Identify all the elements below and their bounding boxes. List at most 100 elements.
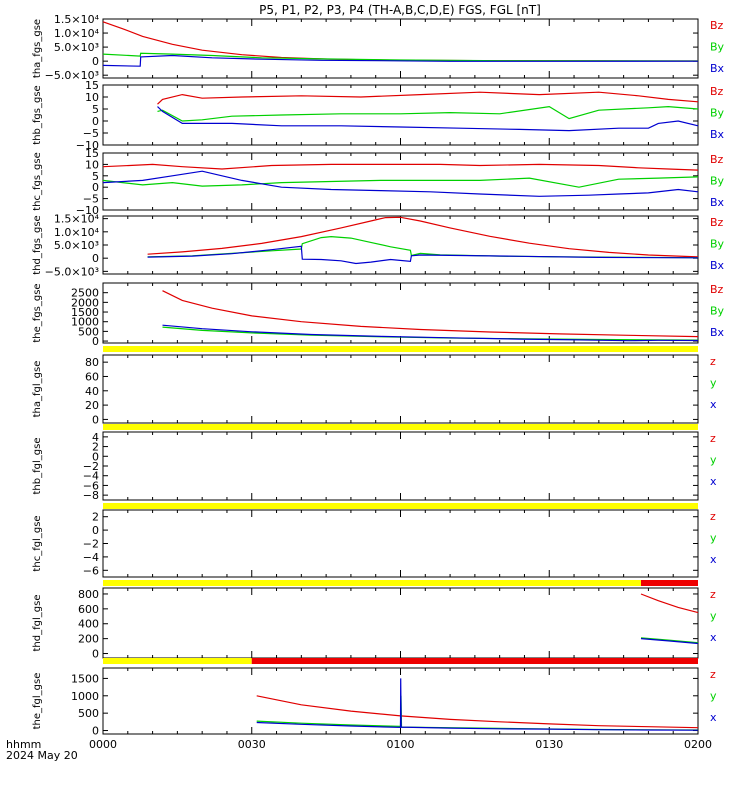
y-tick-label: 0 xyxy=(92,413,99,426)
legend-entry: Bz xyxy=(710,283,724,296)
legend-entry: y xyxy=(710,610,717,623)
y-tick-label: 800 xyxy=(78,588,99,601)
panel-thb_fgl: 420−2−4−6−8 thb_fgl_gse zyx xyxy=(32,424,717,502)
y-tick-label: −2 xyxy=(83,538,99,551)
x-tick-label: 0200 xyxy=(684,738,712,751)
panel-frame xyxy=(102,215,699,275)
series-line-blue xyxy=(162,324,699,342)
panel-thd_fgl: 800 600 400 200 0 thd_fgl_gse zyx xyxy=(32,580,717,661)
y-tick-label: 0 xyxy=(92,115,99,128)
legend-entry: Bx xyxy=(710,62,725,75)
series-line-green xyxy=(157,105,699,122)
legend-entry: Bx xyxy=(710,259,725,272)
y-tick-label: 2 xyxy=(92,441,99,454)
panel-frame xyxy=(102,509,699,578)
series-line-green xyxy=(102,176,699,188)
legend-entry: y xyxy=(710,532,717,545)
y-tick-label: 600 xyxy=(78,603,99,616)
y-tick-label: 80 xyxy=(85,356,99,369)
series-line-blue xyxy=(102,170,699,197)
y-tick-label: 5.0×10³ xyxy=(54,41,99,54)
y-tick-label: 1.0×10⁴ xyxy=(54,27,100,40)
y-axis-label: tha_fgs_gse xyxy=(32,19,43,78)
legend-entry: y xyxy=(710,690,717,703)
legend-entry: x xyxy=(710,398,717,411)
availability-bar-segment xyxy=(640,580,698,586)
series-line-blue xyxy=(640,638,699,645)
y-axis-label: thc_fgl_gse xyxy=(32,515,43,571)
series-line-red xyxy=(157,91,699,105)
x-tick-label: 0030 xyxy=(238,738,266,751)
y-tick-label: 200 xyxy=(78,633,99,646)
y-tick-label: 2000 xyxy=(71,296,99,309)
y-tick-label: −4 xyxy=(83,551,99,564)
y-tick-label: 10 xyxy=(85,158,99,171)
series-line-blue xyxy=(157,106,699,132)
y-tick-label: 0 xyxy=(92,524,99,537)
x-tick-label: 0100 xyxy=(387,738,415,751)
y-tick-label: 500 xyxy=(78,325,99,338)
y-tick-label: 60 xyxy=(85,370,99,383)
x-axis: 0000 0030 0100 0130 0200 xyxy=(89,738,712,751)
y-axis-label: thd_fgl_gse xyxy=(32,595,43,652)
legend-entry: Bx xyxy=(710,196,725,209)
y-tick-label: 2500 xyxy=(71,287,99,300)
y-tick-label: 1.0×10⁴ xyxy=(54,226,100,239)
legend-entry: z xyxy=(710,432,716,445)
legend-entry: z xyxy=(710,588,716,601)
y-tick-label: 1500 xyxy=(71,306,99,319)
y-tick-label: 1500 xyxy=(71,672,99,685)
panel-frame xyxy=(102,431,699,501)
series-line-red xyxy=(102,163,699,171)
legend-entry: z xyxy=(710,668,716,681)
legend-entry: By xyxy=(710,107,725,120)
y-tick-label: 15 xyxy=(85,147,99,160)
y-tick-label: 0 xyxy=(92,55,99,68)
y-tick-label: 40 xyxy=(85,385,99,398)
panel-the_fgl: 1500 1000 500 0 the_fgl_gse zyx xyxy=(32,658,717,738)
availability-bar-segment xyxy=(103,346,698,352)
y-tick-label: −2 xyxy=(83,460,99,473)
availability-bar-segment xyxy=(103,658,252,664)
series-line-red xyxy=(256,695,699,729)
y-tick-label: 5 xyxy=(92,103,99,116)
y-tick-label: 4 xyxy=(92,431,99,444)
y-tick-label: 20 xyxy=(85,399,99,412)
series-line-blue xyxy=(256,678,699,731)
panel-tha_fgs: 1.5×10⁴1.0×10⁴5.0×10³0−5.0×10³tha_fgs_gs… xyxy=(32,13,725,82)
legend-entry: z xyxy=(710,510,716,523)
y-tick-label: 400 xyxy=(78,618,99,631)
panel-thd_fgs: 1.5×10⁴1.0×10⁴5.0×10³0−5.0×10³thd_fgs_gs… xyxy=(32,213,725,279)
legend-entry: By xyxy=(710,238,725,251)
panel-frame xyxy=(102,84,699,146)
plot-title: P5, P1, P2, P3, P4 (TH-A,B,C,D,E) FGS, F… xyxy=(259,3,541,17)
y-tick-label: −5.0×10³ xyxy=(45,265,99,278)
legend-entry: By xyxy=(710,175,725,188)
availability-bar-segment xyxy=(103,424,698,430)
series-line-green xyxy=(640,637,699,644)
legend-entry: Bz xyxy=(710,216,724,229)
legend-entry: Bx xyxy=(710,326,725,339)
y-tick-label: 0 xyxy=(92,252,99,265)
y-tick-label: 0 xyxy=(92,725,99,738)
y-tick-label: 1000 xyxy=(71,316,99,329)
y-tick-label: 2 xyxy=(92,511,99,524)
availability-bar-segment xyxy=(103,503,698,509)
series-line-red xyxy=(147,216,699,258)
legend-entry: Bz xyxy=(710,153,724,166)
legend-entry: z xyxy=(710,355,716,368)
panel-thc_fgl: 20−2−4−6 thc_fgl_gse zyx xyxy=(32,503,717,578)
series-line-blue xyxy=(147,245,699,265)
legend-entry: y xyxy=(710,454,717,467)
y-tick-label: −5 xyxy=(83,127,99,140)
legend-entry: x xyxy=(710,475,717,488)
series-line-red xyxy=(640,593,699,614)
y-axis-label: the_fgs_gse xyxy=(32,283,43,342)
series-line-blue xyxy=(102,54,699,67)
y-tick-label: −10 xyxy=(76,139,99,152)
